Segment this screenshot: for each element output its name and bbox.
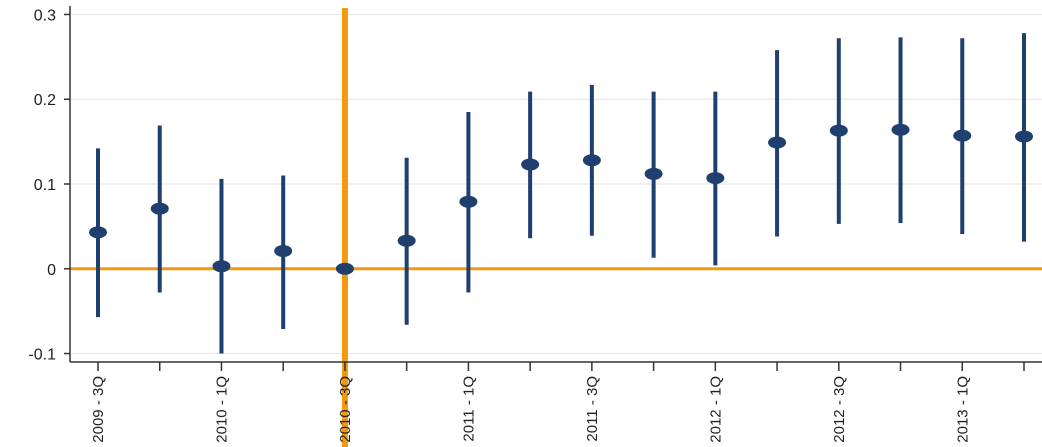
point-estimate xyxy=(459,195,478,208)
x-tick-label: 2012 - 1Q xyxy=(707,376,724,443)
x-tick-label: 2013 - 1Q xyxy=(954,376,971,443)
point-estimate xyxy=(274,244,293,257)
point-estimate xyxy=(397,234,416,247)
y-tick-label: -0.1 xyxy=(28,347,56,364)
point-estimates xyxy=(89,123,1033,275)
x-tick-label: 2011 - 1Q xyxy=(460,376,477,442)
x-tick-label: 2010 - 1Q xyxy=(213,376,230,443)
grid-lines xyxy=(70,13,1042,355)
point-estimate xyxy=(829,124,848,137)
point-estimate xyxy=(768,136,787,149)
x-tick-label: 2012 - 3Q xyxy=(831,376,848,443)
point-estimate xyxy=(891,123,910,136)
point-estimate xyxy=(150,202,169,215)
axes: -0.1 0 0.1 0.2 0.3 2009 - 3Q 2010 - 1Q 2010 - 3… xyxy=(28,6,1042,443)
y-tick-label: 0.3 xyxy=(34,7,56,24)
y-tick-label: 0.1 xyxy=(34,177,56,194)
point-estimate xyxy=(706,172,725,185)
point-estimate xyxy=(89,226,107,239)
point-estimate xyxy=(521,158,540,171)
point-estimate xyxy=(335,262,354,275)
x-tick-label: 2009 - 3Q xyxy=(90,376,107,443)
point-estimate xyxy=(953,129,972,142)
x-tick-label: 2010 - 3Q xyxy=(337,376,354,443)
x-tick-label: 2011 - 3Q xyxy=(584,376,601,442)
y-tick-label: 0.2 xyxy=(34,92,56,109)
point-estimate xyxy=(582,154,601,167)
reference-lines xyxy=(70,8,1042,447)
point-estimate xyxy=(212,260,231,273)
point-estimate xyxy=(644,167,663,180)
confidence-intervals xyxy=(96,33,1026,354)
point-estimate xyxy=(1015,130,1033,143)
y-tick-label: 0 xyxy=(47,262,56,279)
